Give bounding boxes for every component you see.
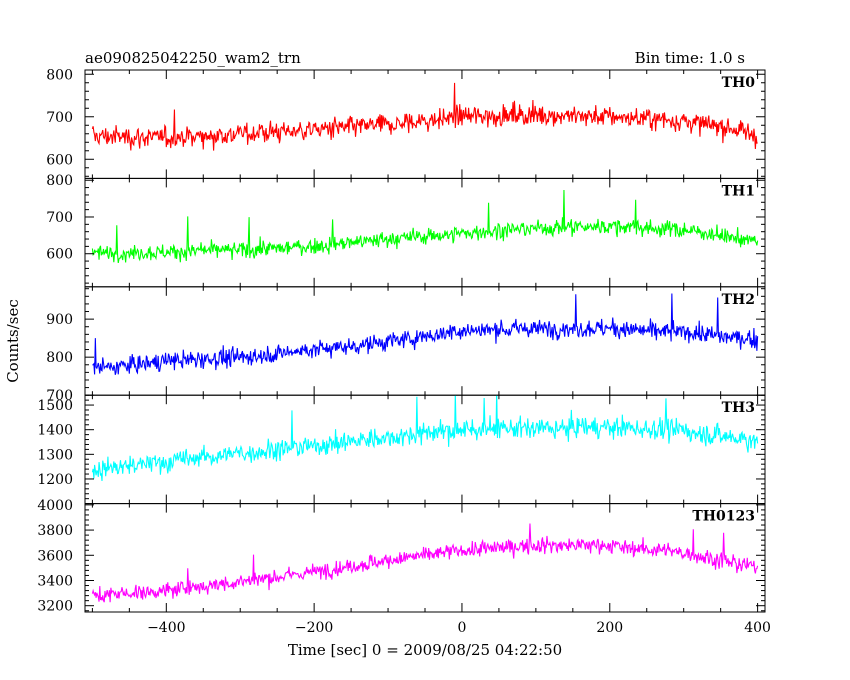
x-tick-label: −200 bbox=[295, 620, 333, 636]
panel-frame-th2 bbox=[84, 286, 766, 396]
y-tick-label-th0: 800 bbox=[46, 67, 73, 83]
series-line-th0123 bbox=[91, 523, 759, 603]
panel-label-th1: TH1 bbox=[722, 183, 755, 199]
y-tick-label-th2: 900 bbox=[46, 312, 73, 328]
panel-label-th2: TH2 bbox=[722, 292, 755, 308]
y-tick-label-th0123: 3600 bbox=[37, 548, 73, 564]
series-line-th0 bbox=[91, 82, 758, 151]
y-tick-label-th3: 1300 bbox=[37, 447, 73, 463]
y-tick-label-th1: 800 bbox=[46, 173, 73, 189]
panels-group: TH0 600 700 800 TH1 600 700 800 TH2 700 800 900 TH3 1… bbox=[37, 67, 771, 636]
y-tick-label-th0: 700 bbox=[46, 110, 73, 126]
x-tick-label: −400 bbox=[147, 620, 185, 636]
y-tick-label-th2: 700 bbox=[46, 388, 73, 404]
x-tick-label: 200 bbox=[596, 620, 623, 636]
panel-label-th3: TH3 bbox=[722, 400, 755, 416]
y-tick-label-th0123: 3400 bbox=[37, 573, 73, 589]
x-axis-label: Time [sec] 0 = 2009/08/25 04:22:50 bbox=[288, 641, 562, 659]
panel-label-th0123: TH0123 bbox=[692, 509, 755, 525]
y-tick-label-th1: 700 bbox=[46, 210, 73, 226]
panel-label-th0: TH0 bbox=[722, 75, 756, 91]
y-tick-label-th1: 600 bbox=[46, 247, 73, 263]
y-tick-label-th0123: 4000 bbox=[37, 498, 73, 514]
series-line-th3 bbox=[91, 395, 759, 482]
y-tick-label-th2: 800 bbox=[46, 350, 73, 366]
x-tick-label: 400 bbox=[744, 620, 771, 636]
series-line-th2 bbox=[92, 293, 759, 375]
y-tick-label-th0123: 3800 bbox=[37, 523, 73, 539]
y-tick-label-th3: 1400 bbox=[37, 423, 73, 439]
series-line-th1 bbox=[91, 189, 759, 264]
chart-title: ae090825042250_wam2_trn bbox=[85, 49, 301, 67]
y-tick-label-th3: 1500 bbox=[37, 398, 73, 414]
bin-time-label: Bin time: 1.0 s bbox=[635, 49, 745, 67]
panel-frame-th3 bbox=[84, 394, 766, 505]
y-tick-label-th0: 600 bbox=[46, 152, 73, 168]
y-axis-label: Counts/sec bbox=[4, 299, 22, 383]
y-tick-label-th3: 1200 bbox=[37, 472, 73, 488]
y-tick-label-th0123: 3200 bbox=[37, 599, 73, 615]
x-tick-label: 0 bbox=[457, 620, 466, 636]
